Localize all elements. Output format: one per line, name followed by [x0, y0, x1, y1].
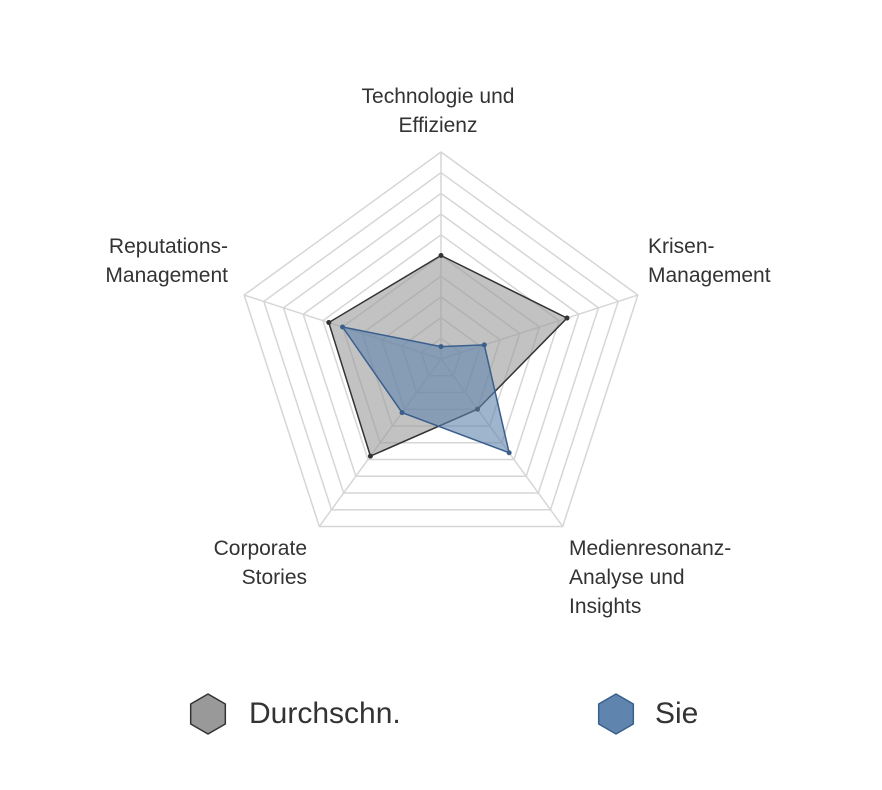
- label-line: Effizienz: [399, 114, 478, 137]
- grid-ring: [243, 151, 639, 528]
- grid-ring: [302, 213, 580, 477]
- label-line: Management: [105, 264, 228, 287]
- category-label: Medienresonanz- Analyse und Insights: [569, 537, 731, 618]
- series-area: [340, 325, 511, 454]
- data-point: [438, 344, 444, 350]
- category-label: Reputations- Management: [105, 235, 228, 287]
- grid-ring: [282, 192, 600, 494]
- label-line: Technologie und: [362, 85, 515, 108]
- label-line: Stories: [242, 566, 307, 589]
- legend-swatch: [189, 693, 227, 735]
- legend-swatch: [597, 693, 635, 735]
- data-point: [481, 342, 487, 348]
- category-label: Technologie und Effizienz: [362, 85, 515, 137]
- data-point: [326, 320, 332, 326]
- data-point: [564, 315, 570, 321]
- data-point: [438, 253, 444, 258]
- data-point: [340, 324, 346, 330]
- label-line: Krisen-: [648, 235, 715, 258]
- category-label: Krisen- Management: [648, 235, 771, 287]
- label-line: Corporate: [214, 537, 307, 560]
- data-point: [506, 450, 512, 456]
- data-point: [399, 410, 405, 416]
- label-line: Analyse und: [569, 566, 685, 589]
- label-line: Reputations-: [109, 235, 228, 258]
- legend-label: Durchschn.: [249, 697, 401, 730]
- label-line: Management: [648, 264, 771, 287]
- data-point: [367, 453, 373, 459]
- label-line: Medienresonanz-: [569, 537, 731, 560]
- label-line: Insights: [569, 595, 641, 618]
- category-label: Corporate Stories: [214, 537, 307, 589]
- grid-ring: [262, 171, 620, 511]
- legend-label: Sie: [655, 697, 698, 730]
